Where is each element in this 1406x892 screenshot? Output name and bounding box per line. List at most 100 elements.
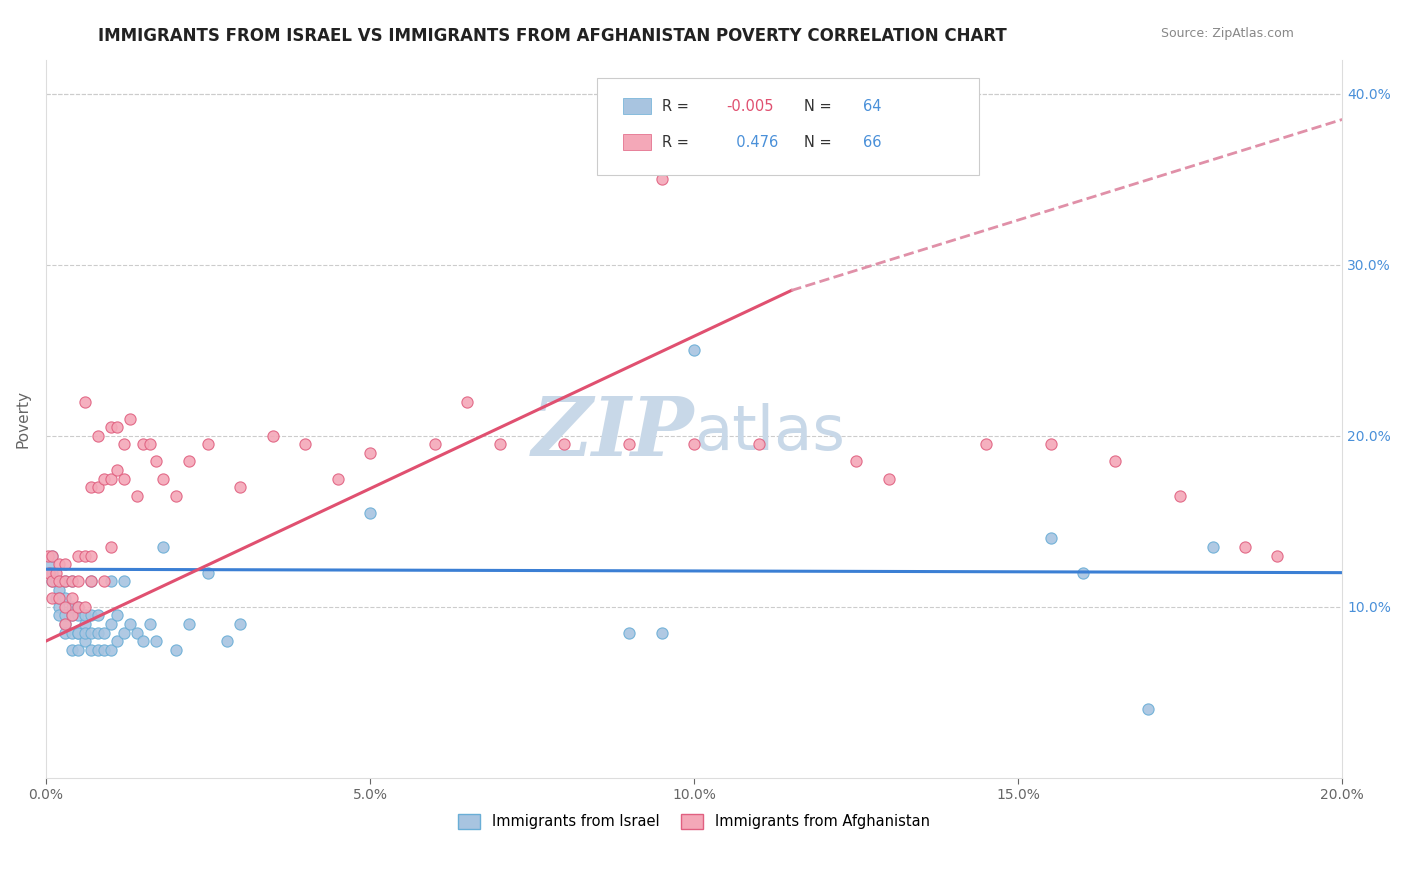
Point	[651, 625, 673, 640]
Point	[100, 574, 122, 589]
Point	[60, 642, 83, 657]
Point	[100, 472, 122, 486]
Point	[80, 608, 103, 623]
Point	[229, 480, 252, 494]
Point	[423, 437, 446, 451]
Point	[48, 582, 70, 597]
Point	[120, 411, 142, 425]
Text: -0.005: -0.005	[727, 99, 775, 114]
Point	[93, 625, 115, 640]
Point	[1168, 489, 1191, 503]
Point	[100, 420, 122, 434]
Point	[553, 437, 575, 451]
Text: atlas: atlas	[695, 403, 845, 463]
Point	[294, 437, 316, 451]
Point	[45, 574, 67, 589]
Point	[38, 566, 60, 580]
Point	[326, 472, 349, 486]
Point	[38, 557, 60, 571]
FancyBboxPatch shape	[623, 98, 651, 114]
Point	[120, 617, 142, 632]
Point	[67, 608, 90, 623]
Point	[87, 625, 110, 640]
Point	[100, 617, 122, 632]
Text: N =: N =	[804, 135, 837, 150]
Point	[60, 599, 83, 614]
Point	[73, 549, 96, 563]
Point	[73, 599, 96, 614]
Point	[1071, 566, 1094, 580]
Point	[125, 489, 148, 503]
Point	[55, 574, 77, 589]
Point	[112, 437, 135, 451]
Point	[67, 625, 90, 640]
Point	[55, 617, 77, 632]
Point	[41, 591, 63, 606]
Point	[67, 599, 90, 614]
Point	[67, 599, 90, 614]
Point	[488, 437, 510, 451]
Point	[262, 429, 284, 443]
Point	[93, 642, 115, 657]
Point	[359, 506, 381, 520]
Point	[60, 574, 83, 589]
Point	[55, 574, 77, 589]
Point	[619, 625, 641, 640]
Point	[974, 437, 997, 451]
Point	[100, 540, 122, 554]
Point	[1136, 702, 1159, 716]
Point	[1234, 540, 1257, 554]
Point	[1104, 454, 1126, 468]
Point	[67, 625, 90, 640]
Point	[651, 172, 673, 186]
Text: 66: 66	[863, 135, 882, 150]
Point	[105, 420, 128, 434]
Text: 64: 64	[863, 99, 882, 114]
Point	[55, 608, 77, 623]
Legend: Immigrants from Israel, Immigrants from Afghanistan: Immigrants from Israel, Immigrants from …	[453, 808, 936, 835]
Point	[683, 437, 706, 451]
Point	[165, 642, 187, 657]
Point	[197, 566, 219, 580]
Point	[60, 608, 83, 623]
Point	[48, 591, 70, 606]
Point	[748, 437, 770, 451]
Point	[1039, 437, 1062, 451]
Point	[197, 437, 219, 451]
Point	[145, 634, 167, 648]
Point	[55, 617, 77, 632]
Point	[105, 634, 128, 648]
Point	[60, 625, 83, 640]
Point	[67, 549, 90, 563]
Point	[80, 480, 103, 494]
Point	[60, 591, 83, 606]
Text: IMMIGRANTS FROM ISRAEL VS IMMIGRANTS FROM AFGHANISTAN POVERTY CORRELATION CHART: IMMIGRANTS FROM ISRAEL VS IMMIGRANTS FRO…	[98, 27, 1007, 45]
Point	[41, 549, 63, 563]
Point	[229, 617, 252, 632]
Point	[73, 394, 96, 409]
Text: N =: N =	[804, 99, 837, 114]
Point	[132, 634, 155, 648]
Point	[73, 617, 96, 632]
Point	[55, 591, 77, 606]
Point	[37, 549, 59, 563]
Point	[456, 394, 478, 409]
Point	[73, 608, 96, 623]
Point	[93, 574, 115, 589]
Point	[145, 454, 167, 468]
Point	[60, 608, 83, 623]
Point	[87, 608, 110, 623]
Point	[80, 642, 103, 657]
Point	[67, 574, 90, 589]
Point	[73, 634, 96, 648]
Point	[152, 472, 174, 486]
Point	[112, 472, 135, 486]
Point	[41, 574, 63, 589]
Text: R =: R =	[662, 99, 693, 114]
Point	[152, 540, 174, 554]
Point	[48, 591, 70, 606]
Point	[100, 642, 122, 657]
Point	[138, 437, 160, 451]
Point	[48, 574, 70, 589]
Point	[1201, 540, 1223, 554]
